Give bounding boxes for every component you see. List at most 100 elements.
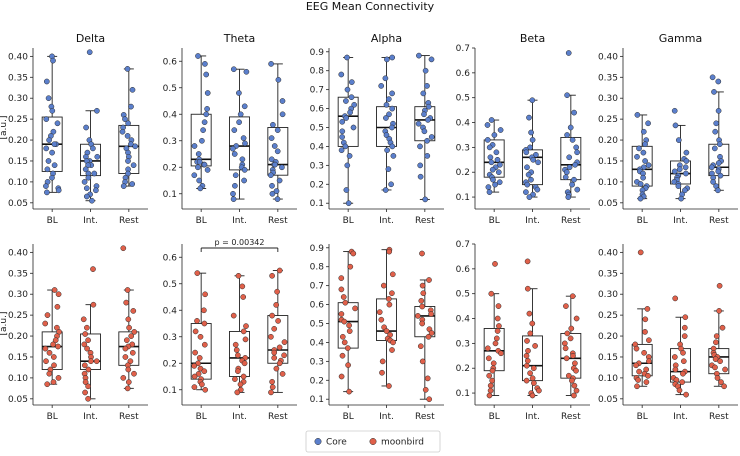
y-tick-label: 0.5: [163, 84, 177, 94]
data-point: [564, 132, 570, 138]
data-point: [671, 107, 678, 114]
data-point: [681, 333, 688, 339]
data-point: [52, 337, 59, 344]
data-point: [50, 128, 57, 135]
y-tick-label: 0.35: [8, 73, 28, 83]
data-point: [43, 78, 50, 85]
data-point: [634, 383, 640, 390]
data-point: [128, 103, 134, 110]
data-point: [126, 324, 132, 331]
data-point: [417, 143, 423, 150]
data-point: [634, 153, 640, 160]
data-point: [711, 145, 718, 152]
data-point: [273, 188, 280, 194]
x-tick-label: Int.: [525, 216, 540, 226]
data-point: [122, 116, 128, 122]
data-point: [713, 333, 720, 339]
y-tick-label: 0.7: [310, 282, 324, 292]
data-point: [379, 358, 386, 365]
data-point: [530, 365, 537, 372]
data-point: [526, 114, 532, 121]
data-point: [675, 137, 682, 143]
data-point: [42, 320, 49, 327]
data-point: [51, 162, 58, 169]
data-point: [642, 141, 648, 148]
data-point: [672, 295, 679, 302]
data-point: [492, 181, 498, 188]
data-point: [196, 177, 203, 184]
data-point: [128, 333, 135, 339]
data-point: [419, 250, 425, 257]
data-point: [646, 358, 652, 365]
data-point: [532, 343, 538, 349]
data-point: [571, 392, 577, 399]
data-point: [567, 124, 574, 131]
y-tick-label: 0.3: [310, 161, 324, 171]
data-point: [202, 386, 209, 393]
data-point: [269, 272, 275, 279]
data-point: [564, 92, 570, 99]
significance-label: p = 0.00342: [215, 238, 265, 247]
data-point: [419, 303, 426, 310]
data-point: [232, 376, 238, 382]
data-point: [232, 182, 238, 189]
data-point: [710, 179, 716, 185]
x-tick-label: Rest: [119, 412, 139, 422]
data-point: [574, 149, 580, 156]
data-point: [389, 143, 396, 150]
data-point: [524, 357, 531, 364]
data-point: [486, 392, 493, 399]
data-point: [44, 189, 50, 196]
x-tick-label: BL: [343, 412, 354, 422]
y-axis-label: [a.u.]: [0, 312, 9, 336]
data-point: [125, 366, 132, 373]
data-point: [526, 194, 533, 200]
data-point: [85, 366, 92, 373]
data-point: [389, 124, 395, 131]
data-point: [240, 328, 247, 335]
data-point: [89, 197, 95, 204]
panel-core-alpha: Alpha 0.1 0.2 0.3 0.4 0.5 0.6 0.7 0.8 0.9 BL Int. Re…: [310, 32, 444, 226]
data-point: [42, 345, 49, 352]
data-point: [274, 148, 281, 155]
y-tick-label: 0.2: [456, 168, 470, 178]
data-point: [428, 311, 434, 317]
data-point: [496, 179, 503, 186]
panel-core-theta: Theta 0.1 0.2 0.3 0.4 0.5 0.6 BL Int. Rest: [163, 32, 297, 226]
data-point: [424, 137, 430, 144]
data-point: [422, 386, 429, 393]
x-tick-label: BL: [47, 216, 58, 226]
data-point: [524, 258, 531, 265]
data-point: [233, 347, 240, 353]
data-point: [637, 249, 644, 256]
data-point: [339, 333, 346, 340]
x-tick-label: Rest: [268, 412, 288, 422]
data-point: [415, 313, 421, 319]
data-point: [714, 375, 721, 381]
data-point: [204, 90, 211, 96]
data-point: [191, 363, 198, 369]
data-point: [641, 349, 647, 356]
data-point: [712, 128, 719, 135]
x-tick-label: BL: [489, 412, 500, 422]
y-tick-label: 0.5: [163, 280, 177, 290]
y-tick-label: 0.1: [163, 386, 177, 396]
data-point: [495, 303, 502, 309]
data-point: [201, 320, 208, 327]
data-point: [90, 266, 96, 272]
data-point: [386, 248, 393, 255]
data-point: [561, 340, 568, 347]
data-point: [281, 352, 287, 359]
y-tick-label: 0.10: [8, 374, 28, 384]
data-point: [269, 190, 276, 197]
data-point: [642, 316, 649, 323]
data-point: [425, 333, 432, 340]
data-point: [672, 122, 679, 129]
y-tick-label: 0.10: [598, 374, 618, 384]
data-point: [268, 61, 274, 67]
data-point: [571, 176, 577, 183]
data-point: [497, 127, 504, 133]
y-tick-label: 0.10: [8, 178, 28, 188]
data-point: [709, 74, 716, 81]
y-tick-label: 0.20: [8, 136, 28, 146]
